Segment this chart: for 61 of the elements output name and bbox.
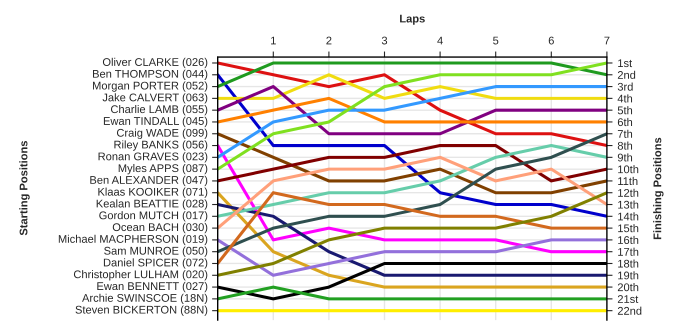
- y-tick-label: 9th: [618, 153, 632, 162]
- y-tick-label: 6th: [618, 118, 632, 126]
- y-tick-label: 10th: [618, 165, 638, 174]
- series-label: Sam MUNROE (050): [104, 246, 208, 257]
- y-tick-label: 21st: [618, 295, 638, 304]
- y-tick-label: 7th: [618, 130, 632, 138]
- y-tick-label: 14th: [618, 212, 638, 220]
- y-axis-title: Finishing Positions: [653, 138, 664, 240]
- line-series: [218, 132, 607, 194]
- series-label: Morgan PORTER (052): [93, 81, 208, 92]
- series-label: Gordon MUTCH (017): [99, 211, 208, 222]
- series-label: Oliver CLARKE (026): [102, 58, 208, 68]
- series-label: Ronan GRAVES (023): [98, 152, 208, 163]
- line-series: [218, 61, 607, 171]
- series-label: Charlie LAMB (055): [110, 104, 208, 116]
- y-tick-label: 19th: [618, 271, 638, 280]
- y-tick-label: 22nd: [618, 306, 642, 315]
- y-tick-label: 11th: [618, 176, 638, 186]
- y-tick-label: 12th: [618, 188, 638, 197]
- series-label: Craig WADE (099): [116, 128, 208, 139]
- y-tick-label: 5th: [618, 106, 632, 114]
- series-label: Kealan BEATTIE (028): [96, 199, 208, 210]
- x-axis-title: Laps: [400, 14, 425, 25]
- series-label: Steven BICKERTON (88N): [76, 305, 208, 316]
- x-tick-label: 5: [493, 36, 498, 44]
- x-tick-label: 3: [382, 36, 388, 44]
- series-label: Ben THOMPSON (044): [93, 70, 208, 80]
- x-tick-label: 1: [271, 36, 276, 44]
- line-series: [218, 238, 607, 277]
- series-label: Daniel SPICER (072): [104, 258, 208, 269]
- y-tick-label: 17th: [618, 248, 638, 256]
- y-tick-label: 4th: [618, 94, 632, 102]
- y-tick-label: 2nd: [618, 70, 636, 79]
- line-series: [218, 156, 607, 230]
- series-label: Riley BANKS (056): [114, 140, 208, 151]
- y-tick-label: 18th: [618, 259, 638, 268]
- series-label: Ewan TINDALL (045): [104, 116, 208, 128]
- series-label: Myles APPS (087): [118, 164, 208, 174]
- series-label: Ben ALEXANDER (047): [90, 176, 208, 186]
- series-label: Ewan BENNETT (027): [97, 282, 208, 292]
- line-series: [218, 144, 607, 218]
- y-tick-label: 16th: [618, 236, 638, 244]
- x-tick-label: 7: [604, 36, 610, 44]
- y-tick-label: 15th: [618, 224, 638, 232]
- x-tick-label: 2: [326, 36, 332, 44]
- series-label: Archie SWINSCOE (18N): [82, 294, 208, 304]
- series-label: Christopher LULHAM (020): [74, 270, 208, 280]
- x-tick-label: 6: [548, 36, 554, 44]
- y-tick-label: 13th: [618, 200, 638, 209]
- line-series: [218, 144, 607, 182]
- line-series: [218, 85, 607, 159]
- text: Starting Positions: [19, 141, 30, 236]
- series-label: Klaas KOOIKER (071): [98, 188, 208, 198]
- series-label: Michael MACPHERSON (019): [58, 234, 208, 246]
- x-tick-label: 4: [437, 36, 443, 44]
- series-label: Ocean BACH (030): [112, 222, 208, 234]
- y-tick-label: 1st: [618, 59, 632, 68]
- y-tick-label: 20th: [618, 283, 638, 292]
- y-tick-label: 3rd: [618, 82, 633, 91]
- y-tick-label: 8th: [618, 142, 632, 150]
- series-label: Jake CALVERT (063): [102, 93, 208, 104]
